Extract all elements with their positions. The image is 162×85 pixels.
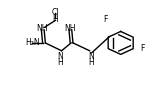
Text: H₂N: H₂N	[25, 38, 40, 47]
Text: Cl: Cl	[52, 8, 59, 17]
Text: NH: NH	[65, 24, 76, 33]
Text: F: F	[103, 15, 107, 24]
Text: N: N	[57, 52, 63, 61]
Text: H: H	[57, 58, 63, 67]
Text: H: H	[88, 58, 94, 67]
Text: H: H	[52, 15, 58, 24]
Text: F: F	[140, 44, 145, 53]
Text: N: N	[88, 52, 94, 61]
Text: NH: NH	[36, 24, 47, 33]
